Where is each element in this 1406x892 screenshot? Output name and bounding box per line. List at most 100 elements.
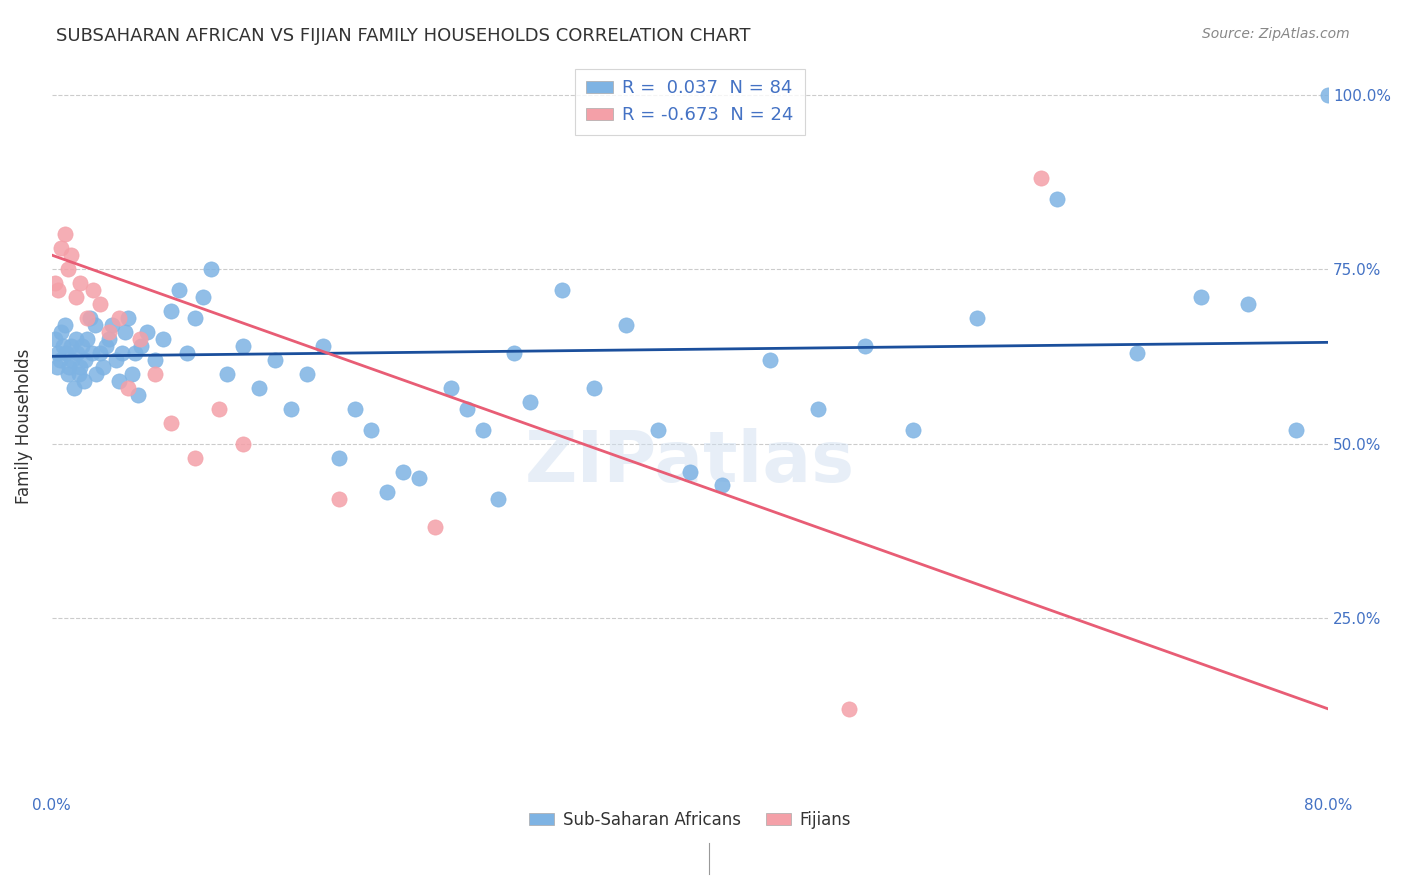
- Point: [121, 367, 143, 381]
- Point: [208, 401, 231, 416]
- Point: [51, 241, 73, 255]
- Point: [63, 381, 86, 395]
- Point: [128, 332, 150, 346]
- Point: [614, 318, 637, 332]
- Point: [82, 283, 104, 297]
- Point: [903, 423, 925, 437]
- Point: [114, 325, 136, 339]
- Point: [519, 394, 541, 409]
- Point: [488, 492, 510, 507]
- Point: [117, 310, 139, 325]
- Point: [80, 346, 103, 360]
- Point: [46, 346, 69, 360]
- Point: [55, 346, 77, 360]
- Point: [838, 702, 860, 716]
- Point: [98, 325, 121, 339]
- Text: SUBSAHARAN AFRICAN VS FIJIAN FAMILY HOUSEHOLDS CORRELATION CHART: SUBSAHARAN AFRICAN VS FIJIAN FAMILY HOUS…: [56, 27, 751, 45]
- Point: [160, 304, 183, 318]
- Point: [217, 367, 239, 381]
- Point: [328, 450, 350, 465]
- Point: [52, 339, 75, 353]
- Point: [129, 339, 152, 353]
- Point: [46, 283, 69, 297]
- Point: [76, 310, 98, 325]
- Point: [176, 346, 198, 360]
- Point: [53, 318, 76, 332]
- Point: [59, 339, 82, 353]
- Point: [70, 339, 93, 353]
- Point: [67, 367, 90, 381]
- Point: [66, 346, 89, 360]
- Point: [136, 325, 159, 339]
- Point: [232, 339, 254, 353]
- Point: [169, 283, 191, 297]
- Point: [160, 416, 183, 430]
- Point: [247, 381, 270, 395]
- Point: [375, 485, 398, 500]
- Point: [264, 352, 287, 367]
- Point: [232, 436, 254, 450]
- Point: [44, 276, 66, 290]
- Point: [758, 352, 780, 367]
- Point: [76, 332, 98, 346]
- Point: [184, 450, 207, 465]
- Point: [1317, 87, 1340, 102]
- Point: [79, 310, 101, 325]
- Point: [295, 367, 318, 381]
- Point: [73, 374, 96, 388]
- Point: [124, 346, 146, 360]
- Point: [56, 262, 79, 277]
- Point: [855, 339, 877, 353]
- Point: [551, 283, 574, 297]
- Point: [1237, 297, 1260, 311]
- Point: [48, 352, 70, 367]
- Point: [312, 339, 335, 353]
- Point: [44, 332, 66, 346]
- Point: [328, 492, 350, 507]
- Point: [65, 290, 87, 304]
- Point: [94, 339, 117, 353]
- Point: [98, 332, 121, 346]
- Legend: Sub-Saharan Africans, Fijians: Sub-Saharan Africans, Fijians: [523, 805, 858, 836]
- Point: [193, 290, 215, 304]
- Point: [75, 352, 97, 367]
- Point: [65, 332, 87, 346]
- Point: [391, 465, 413, 479]
- Point: [710, 478, 733, 492]
- Point: [53, 227, 76, 241]
- Point: [343, 401, 366, 416]
- Point: [1029, 171, 1052, 186]
- Text: Source: ZipAtlas.com: Source: ZipAtlas.com: [1202, 27, 1350, 41]
- Point: [111, 346, 134, 360]
- Point: [62, 352, 84, 367]
- Point: [280, 401, 302, 416]
- Point: [806, 401, 828, 416]
- Point: [145, 352, 167, 367]
- Point: [679, 465, 702, 479]
- Point: [117, 381, 139, 395]
- Point: [471, 423, 494, 437]
- Point: [456, 401, 478, 416]
- Text: ZIPatlas: ZIPatlas: [524, 428, 855, 497]
- Point: [89, 346, 111, 360]
- Point: [107, 374, 129, 388]
- Point: [1189, 290, 1212, 304]
- Point: [89, 297, 111, 311]
- Point: [152, 332, 174, 346]
- Point: [86, 367, 108, 381]
- Point: [439, 381, 461, 395]
- Point: [408, 471, 430, 485]
- Point: [56, 367, 79, 381]
- Point: [583, 381, 606, 395]
- Point: [360, 423, 382, 437]
- Point: [83, 318, 105, 332]
- Point: [58, 359, 80, 374]
- Point: [966, 310, 988, 325]
- Point: [1285, 423, 1308, 437]
- Point: [69, 359, 91, 374]
- Point: [51, 325, 73, 339]
- Point: [101, 318, 124, 332]
- Point: [184, 310, 207, 325]
- Point: [503, 346, 526, 360]
- Point: [127, 388, 149, 402]
